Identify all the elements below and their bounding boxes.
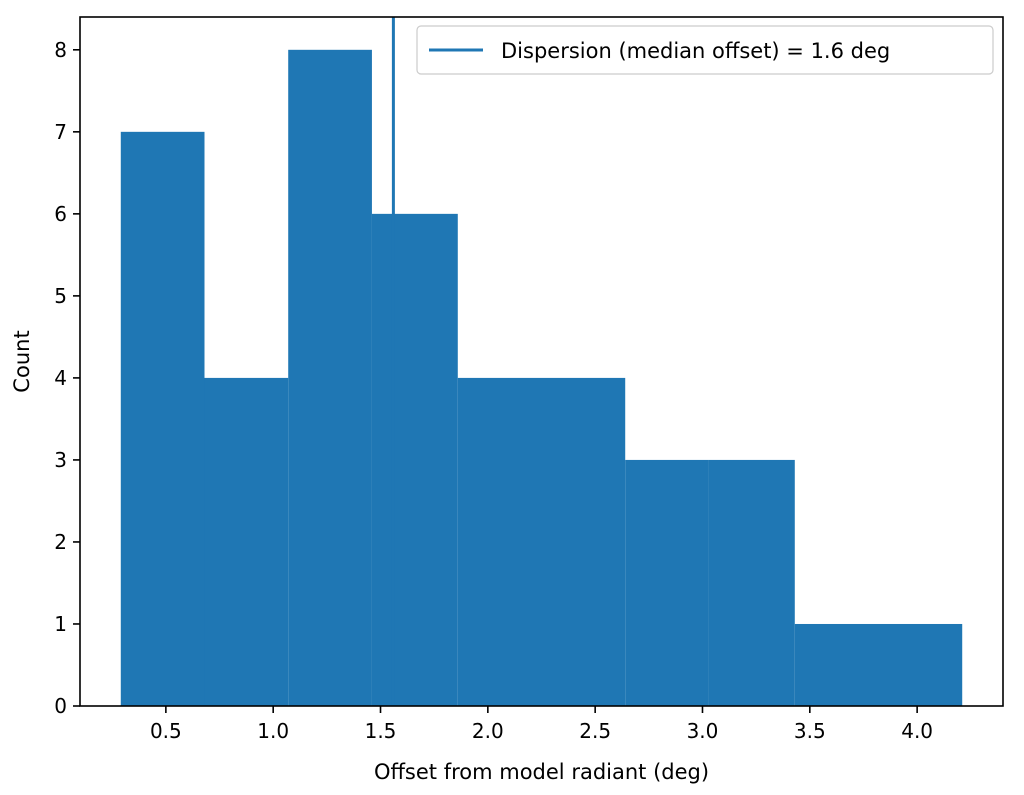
y-tick-label: 5 [54, 284, 67, 308]
y-axis-ticks: 0 1 2 3 4 5 6 7 8 [54, 38, 80, 718]
x-axis-label: Offset from model radiant (deg) [374, 760, 709, 784]
histogram-bar [708, 459, 795, 706]
y-tick-label: 6 [54, 202, 67, 226]
y-tick-label: 0 [54, 694, 67, 718]
y-tick-label: 4 [54, 366, 67, 390]
x-tick-label: 2.0 [472, 719, 504, 743]
y-tick-label: 2 [54, 530, 67, 554]
histogram-bar [878, 623, 963, 706]
y-tick-label: 8 [54, 38, 67, 62]
x-tick-label: 4.0 [901, 719, 933, 743]
histogram-bar [120, 131, 205, 707]
x-tick-label: 1.5 [365, 719, 397, 743]
y-tick-label: 3 [54, 448, 67, 472]
histogram-bar [541, 377, 626, 706]
y-axis-label: Count [10, 330, 34, 392]
histogram-bar [288, 49, 372, 707]
legend-box [416, 25, 994, 75]
x-tick-label: 1.0 [257, 719, 289, 743]
histogram-bar [457, 377, 542, 706]
y-tick-label: 7 [54, 120, 67, 144]
x-tick-label: 3.0 [687, 719, 719, 743]
x-tick-label: 0.5 [150, 719, 182, 743]
histogram-bars [120, 49, 963, 707]
legend: Dispersion (median offset) = 1.6 deg [416, 25, 994, 75]
y-tick-label: 1 [54, 612, 67, 636]
axes-frame [79, 16, 1004, 707]
histogram-bar [204, 377, 289, 706]
histogram-bar [371, 213, 458, 706]
x-tick-label: 3.5 [794, 719, 826, 743]
histogram-bar [794, 623, 879, 706]
x-axis-ticks: 0.5 1.0 1.5 2.0 2.5 3.0 3.5 4.0 [150, 706, 933, 743]
x-tick-label: 2.5 [579, 719, 611, 743]
histogram-bar [625, 459, 709, 706]
legend-entry-label: Dispersion (median offset) = 1.6 deg [501, 39, 890, 63]
